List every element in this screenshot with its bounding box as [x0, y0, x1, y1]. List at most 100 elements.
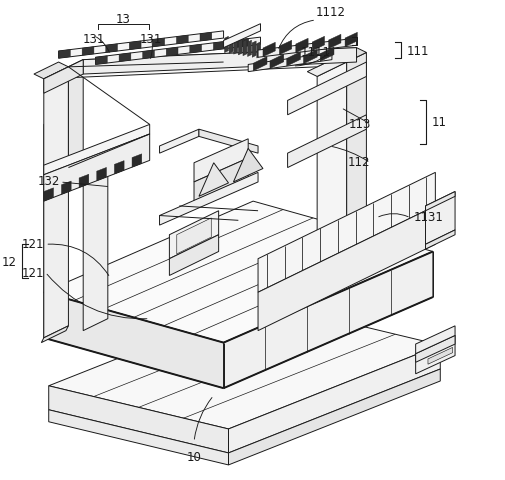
Polygon shape [228, 345, 440, 453]
Polygon shape [44, 48, 357, 80]
Polygon shape [238, 39, 242, 56]
Polygon shape [258, 173, 435, 293]
Polygon shape [200, 33, 212, 42]
Polygon shape [428, 348, 452, 364]
Text: 13: 13 [116, 13, 131, 26]
Polygon shape [248, 53, 332, 72]
Text: 1111: 1111 [301, 46, 331, 59]
Polygon shape [59, 50, 70, 59]
Polygon shape [166, 48, 178, 57]
Polygon shape [153, 39, 165, 48]
Polygon shape [176, 36, 188, 45]
Polygon shape [243, 40, 247, 57]
Text: 111: 111 [407, 45, 429, 58]
Polygon shape [317, 63, 347, 259]
Polygon shape [48, 302, 440, 429]
Polygon shape [160, 130, 199, 154]
Polygon shape [257, 43, 261, 59]
Text: 1112: 1112 [316, 6, 346, 19]
Polygon shape [44, 161, 83, 187]
Polygon shape [270, 55, 284, 70]
Polygon shape [247, 41, 251, 58]
Polygon shape [44, 121, 59, 293]
Polygon shape [296, 39, 308, 54]
Polygon shape [97, 168, 107, 181]
Polygon shape [44, 125, 149, 175]
Polygon shape [308, 58, 347, 77]
Polygon shape [312, 37, 325, 51]
Polygon shape [416, 336, 455, 362]
Polygon shape [83, 48, 357, 75]
Polygon shape [426, 230, 455, 250]
Polygon shape [233, 149, 263, 182]
Polygon shape [329, 35, 341, 49]
Polygon shape [48, 386, 228, 453]
Text: 112: 112 [348, 156, 370, 169]
Polygon shape [194, 158, 248, 202]
Polygon shape [287, 63, 367, 116]
Polygon shape [68, 60, 83, 168]
Polygon shape [337, 48, 367, 63]
Polygon shape [142, 51, 155, 60]
Polygon shape [115, 161, 124, 175]
Polygon shape [169, 211, 219, 259]
Polygon shape [129, 42, 141, 50]
Polygon shape [252, 42, 256, 58]
Polygon shape [119, 54, 131, 62]
Polygon shape [44, 175, 68, 338]
Polygon shape [169, 235, 219, 276]
Text: 10: 10 [186, 450, 201, 463]
Polygon shape [44, 135, 149, 202]
Polygon shape [177, 218, 211, 254]
Polygon shape [79, 175, 89, 188]
Polygon shape [416, 326, 455, 354]
Polygon shape [44, 60, 83, 94]
Text: 121: 121 [21, 266, 44, 279]
Polygon shape [426, 192, 455, 211]
Polygon shape [34, 63, 68, 80]
Polygon shape [44, 202, 433, 343]
Polygon shape [95, 57, 107, 65]
Polygon shape [132, 155, 142, 168]
Polygon shape [48, 410, 228, 465]
Polygon shape [279, 41, 292, 56]
Polygon shape [82, 48, 94, 56]
Polygon shape [237, 39, 249, 48]
Polygon shape [68, 161, 83, 175]
Polygon shape [41, 326, 68, 343]
Text: 11: 11 [431, 116, 446, 129]
Polygon shape [287, 116, 367, 168]
Polygon shape [229, 38, 233, 54]
Polygon shape [234, 39, 238, 55]
Polygon shape [83, 168, 108, 331]
Polygon shape [95, 38, 261, 65]
Text: 132: 132 [38, 175, 60, 188]
Text: 113: 113 [349, 118, 371, 131]
Polygon shape [106, 45, 118, 53]
Text: 12: 12 [2, 255, 17, 268]
Polygon shape [416, 336, 455, 374]
Polygon shape [194, 140, 248, 182]
Polygon shape [263, 43, 275, 58]
Text: 1131: 1131 [413, 211, 443, 224]
Polygon shape [225, 37, 228, 53]
Text: 131: 131 [140, 33, 162, 46]
Polygon shape [62, 181, 71, 195]
Polygon shape [426, 192, 455, 245]
Polygon shape [345, 33, 358, 48]
Polygon shape [228, 369, 440, 465]
Polygon shape [190, 45, 201, 54]
Polygon shape [160, 173, 258, 226]
Polygon shape [214, 42, 225, 51]
Polygon shape [224, 252, 433, 388]
Polygon shape [44, 293, 224, 388]
Polygon shape [44, 189, 54, 202]
Polygon shape [258, 39, 357, 58]
Polygon shape [224, 24, 261, 48]
Polygon shape [347, 53, 367, 245]
Polygon shape [199, 163, 228, 197]
Polygon shape [258, 206, 435, 331]
Text: 131: 131 [83, 33, 105, 46]
Polygon shape [199, 130, 258, 154]
Polygon shape [304, 50, 317, 65]
